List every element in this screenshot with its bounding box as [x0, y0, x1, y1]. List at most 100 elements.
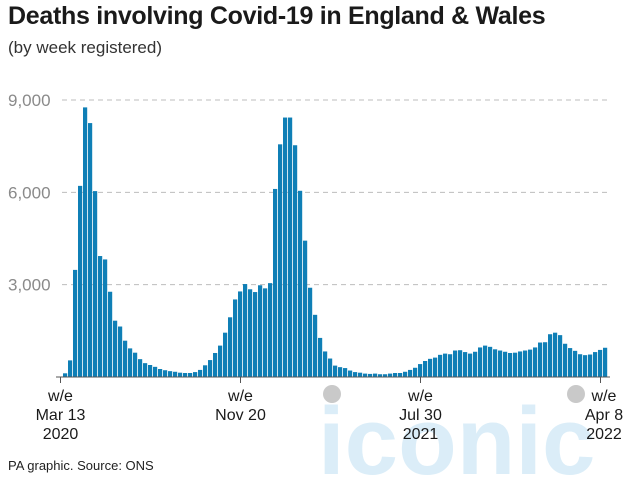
bar: [148, 365, 153, 377]
source-note: PA graphic. Source: ONS: [8, 458, 154, 473]
bar: [598, 349, 603, 377]
bar: [583, 355, 588, 377]
x-tick-label: 2020: [43, 426, 79, 443]
bar: [543, 342, 548, 377]
bar: [283, 117, 288, 377]
bar: [78, 185, 83, 377]
bar: [458, 350, 463, 377]
chart-subtitle: (by week registered): [8, 38, 163, 57]
bar: [498, 350, 503, 377]
bar: [138, 359, 143, 377]
bar: [313, 314, 318, 377]
bar: [388, 373, 393, 377]
bar: [553, 332, 558, 377]
bar: [343, 368, 348, 377]
bar: [233, 299, 238, 377]
bar: [308, 287, 313, 377]
bar: [373, 373, 378, 377]
bar: [573, 350, 578, 377]
bar: [288, 117, 293, 377]
bar: [483, 345, 488, 377]
bar: [263, 288, 268, 377]
bar: [503, 351, 508, 377]
bar: [258, 285, 263, 377]
bar: [473, 351, 478, 377]
bar: [558, 335, 563, 377]
bar: [428, 358, 433, 377]
bar: [63, 373, 68, 377]
bar: [253, 292, 258, 377]
x-tick-label: Nov 20: [215, 407, 266, 424]
bar: [463, 352, 468, 377]
x-tick-label: Apr 8: [585, 407, 623, 424]
x-axis-ticks: w/e Mar 13 2020 w/e Nov 20 w/e Jul 30 2021 w/e Ap…: [36, 377, 623, 443]
bar: [93, 191, 98, 377]
bar: [358, 372, 363, 377]
bar: [248, 289, 253, 377]
bar: [163, 370, 168, 377]
bar: [133, 352, 138, 377]
bar: [523, 350, 528, 377]
bar: [168, 371, 173, 377]
bar: [108, 291, 113, 377]
bar: [348, 370, 353, 377]
bar-series: [58, 107, 608, 377]
bar: [68, 360, 73, 377]
bar: [298, 190, 303, 377]
watermark-text: iconic: [318, 388, 595, 482]
bar: [333, 365, 338, 377]
bar: [588, 354, 593, 377]
bar: [273, 188, 278, 377]
bar: [318, 337, 323, 377]
bar: [363, 373, 368, 377]
bar: [493, 349, 498, 377]
bar: [443, 353, 448, 377]
bar: [223, 332, 228, 377]
bar: [533, 347, 538, 377]
bar: [123, 340, 128, 377]
bar: [228, 317, 233, 377]
bar: [578, 354, 583, 377]
bar: [418, 364, 423, 377]
bar: [218, 345, 223, 377]
bar: [198, 369, 203, 377]
bar: [353, 372, 358, 377]
bar: [518, 351, 523, 377]
bar: [603, 347, 608, 377]
bar: [488, 346, 493, 377]
bar: [448, 354, 453, 377]
bar: [433, 357, 438, 377]
y-tick-label: 9,000: [8, 91, 51, 110]
y-tick-label: 6,000: [8, 183, 51, 202]
watermark-dot: [567, 385, 585, 403]
bar: [178, 372, 183, 377]
bar: [193, 372, 198, 377]
chart-title: Deaths involving Covid-19 in England & W…: [8, 2, 546, 30]
bar: [328, 358, 333, 377]
bar: [208, 360, 213, 377]
bar: [593, 352, 598, 377]
bar: [403, 371, 408, 377]
bar: [368, 373, 373, 377]
bar: [238, 291, 243, 377]
y-tick-label: 3,000: [8, 276, 51, 295]
bar: [103, 259, 108, 377]
bar: [393, 373, 398, 377]
bar: [278, 144, 283, 377]
bar: [563, 343, 568, 377]
bar: [158, 369, 163, 377]
bar: [508, 352, 513, 377]
bar: [468, 353, 473, 377]
bar: [83, 107, 88, 377]
bar: [548, 334, 553, 377]
bar: [528, 349, 533, 377]
x-tick-label: w/e: [47, 388, 73, 405]
bar: [183, 373, 188, 377]
x-tick-label: 2022: [586, 426, 622, 443]
bar: [378, 374, 383, 377]
x-tick-label: w/e: [591, 388, 617, 405]
bar: [143, 363, 148, 377]
bar: [188, 373, 193, 377]
x-tick-label: w/e: [407, 388, 433, 405]
bar: [293, 145, 298, 377]
